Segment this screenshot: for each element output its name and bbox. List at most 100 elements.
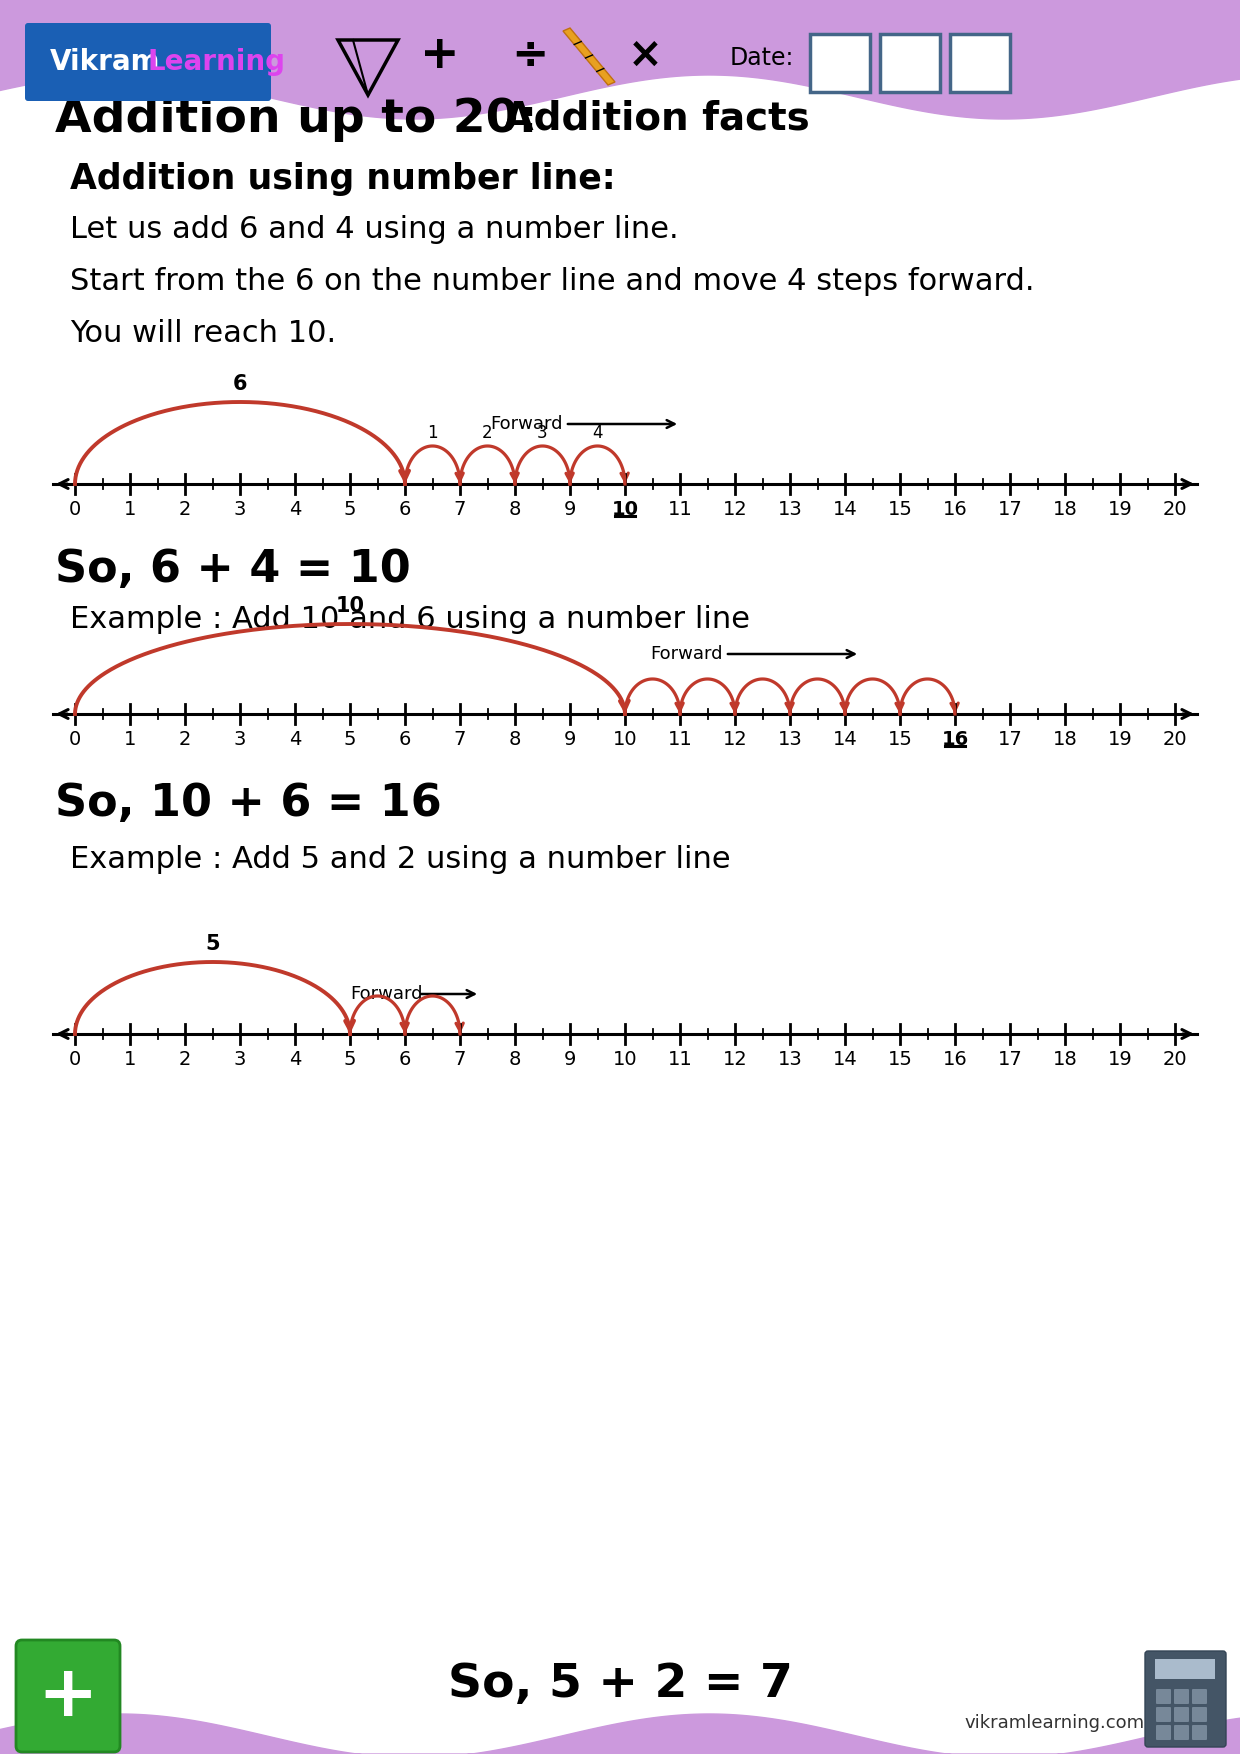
Text: 14: 14	[832, 730, 857, 749]
Text: Let us add 6 and 4 using a number line.: Let us add 6 and 4 using a number line.	[69, 214, 678, 244]
Text: ÷: ÷	[511, 33, 548, 77]
FancyBboxPatch shape	[810, 33, 870, 91]
Text: 2: 2	[179, 1051, 191, 1068]
FancyBboxPatch shape	[1174, 1707, 1189, 1722]
Text: Example : Add 10 and 6 using a number line: Example : Add 10 and 6 using a number li…	[69, 605, 750, 633]
Text: So, 6 + 4 = 10: So, 6 + 4 = 10	[55, 547, 410, 591]
Text: 1: 1	[428, 424, 438, 442]
Text: +: +	[420, 33, 460, 77]
Text: 19: 19	[1107, 730, 1132, 749]
Text: 19: 19	[1107, 500, 1132, 519]
Text: 15: 15	[888, 730, 913, 749]
Text: 8: 8	[508, 730, 521, 749]
Text: Forward: Forward	[350, 986, 423, 1003]
Text: 11: 11	[667, 500, 692, 519]
Text: 11: 11	[667, 730, 692, 749]
Text: 7: 7	[454, 730, 466, 749]
FancyBboxPatch shape	[1156, 1724, 1171, 1740]
Text: Forward: Forward	[490, 416, 563, 433]
Text: 14: 14	[832, 1051, 857, 1068]
Text: 0: 0	[69, 500, 81, 519]
Text: 20: 20	[1163, 1051, 1188, 1068]
FancyBboxPatch shape	[1156, 1689, 1171, 1703]
Text: 9: 9	[564, 500, 577, 519]
FancyBboxPatch shape	[1192, 1724, 1207, 1740]
Text: 17: 17	[998, 1051, 1022, 1068]
Text: 10: 10	[613, 730, 637, 749]
Text: 4: 4	[289, 500, 301, 519]
Text: Learning: Learning	[148, 47, 286, 75]
Text: Addition using number line:: Addition using number line:	[69, 161, 615, 196]
Text: +: +	[37, 1661, 98, 1731]
Text: 4: 4	[593, 424, 603, 442]
Text: 7: 7	[454, 1051, 466, 1068]
FancyBboxPatch shape	[880, 33, 940, 91]
FancyBboxPatch shape	[1192, 1689, 1207, 1703]
Text: 9: 9	[564, 1051, 577, 1068]
Text: 0: 0	[69, 1051, 81, 1068]
Text: 5: 5	[343, 1051, 356, 1068]
Text: Addition facts: Addition facts	[490, 100, 810, 139]
Text: 10: 10	[336, 596, 365, 616]
Text: 18: 18	[1053, 1051, 1078, 1068]
Text: 3: 3	[234, 730, 247, 749]
Text: Start from the 6 on the number line and move 4 steps forward.: Start from the 6 on the number line and …	[69, 267, 1034, 295]
Text: 5: 5	[343, 500, 356, 519]
Text: 5: 5	[343, 730, 356, 749]
Text: 3: 3	[537, 424, 548, 442]
Text: 13: 13	[777, 1051, 802, 1068]
Text: 1: 1	[124, 1051, 136, 1068]
Text: 13: 13	[777, 500, 802, 519]
FancyBboxPatch shape	[1156, 1707, 1171, 1722]
Text: 1: 1	[124, 500, 136, 519]
Text: 17: 17	[998, 500, 1022, 519]
FancyBboxPatch shape	[1192, 1707, 1207, 1722]
Text: 6: 6	[399, 1051, 412, 1068]
Text: Example : Add 5 and 2 using a number line: Example : Add 5 and 2 using a number lin…	[69, 844, 730, 873]
Text: 17: 17	[998, 730, 1022, 749]
Text: 4: 4	[289, 1051, 301, 1068]
Text: So, 10 + 6 = 16: So, 10 + 6 = 16	[55, 782, 441, 826]
Text: 15: 15	[888, 1051, 913, 1068]
Text: 9: 9	[564, 730, 577, 749]
FancyBboxPatch shape	[1174, 1724, 1189, 1740]
FancyBboxPatch shape	[1145, 1651, 1226, 1747]
Text: Date:: Date:	[730, 46, 795, 70]
Text: 8: 8	[508, 1051, 521, 1068]
Text: 10: 10	[611, 500, 639, 519]
Polygon shape	[563, 28, 615, 84]
Text: 11: 11	[667, 1051, 692, 1068]
FancyBboxPatch shape	[1154, 1659, 1215, 1679]
Text: 8: 8	[508, 500, 521, 519]
Text: 15: 15	[888, 500, 913, 519]
Text: 18: 18	[1053, 730, 1078, 749]
Text: ×: ×	[627, 33, 662, 75]
Text: 12: 12	[723, 730, 748, 749]
Text: 2: 2	[482, 424, 492, 442]
FancyBboxPatch shape	[1174, 1689, 1189, 1703]
Text: 12: 12	[723, 1051, 748, 1068]
Text: 16: 16	[942, 500, 967, 519]
Text: 6: 6	[233, 374, 247, 395]
Text: 20: 20	[1163, 730, 1188, 749]
Text: 7: 7	[454, 500, 466, 519]
Text: So, 5 + 2 = 7: So, 5 + 2 = 7	[448, 1661, 792, 1707]
Text: vikramlearning.com: vikramlearning.com	[965, 1714, 1145, 1731]
Text: 16: 16	[941, 730, 968, 749]
FancyBboxPatch shape	[16, 1640, 120, 1752]
Text: 0: 0	[69, 730, 81, 749]
Text: 14: 14	[832, 500, 857, 519]
FancyBboxPatch shape	[950, 33, 1011, 91]
Text: 6: 6	[399, 500, 412, 519]
FancyBboxPatch shape	[25, 23, 272, 102]
Text: 3: 3	[234, 1051, 247, 1068]
Text: 16: 16	[942, 1051, 967, 1068]
Text: Forward: Forward	[650, 645, 723, 663]
Text: 5: 5	[205, 933, 219, 954]
Text: 12: 12	[723, 500, 748, 519]
Polygon shape	[0, 0, 1240, 119]
Text: Vikram: Vikram	[50, 47, 160, 75]
Text: 1: 1	[124, 730, 136, 749]
Text: 2: 2	[179, 730, 191, 749]
Text: 10: 10	[613, 1051, 637, 1068]
